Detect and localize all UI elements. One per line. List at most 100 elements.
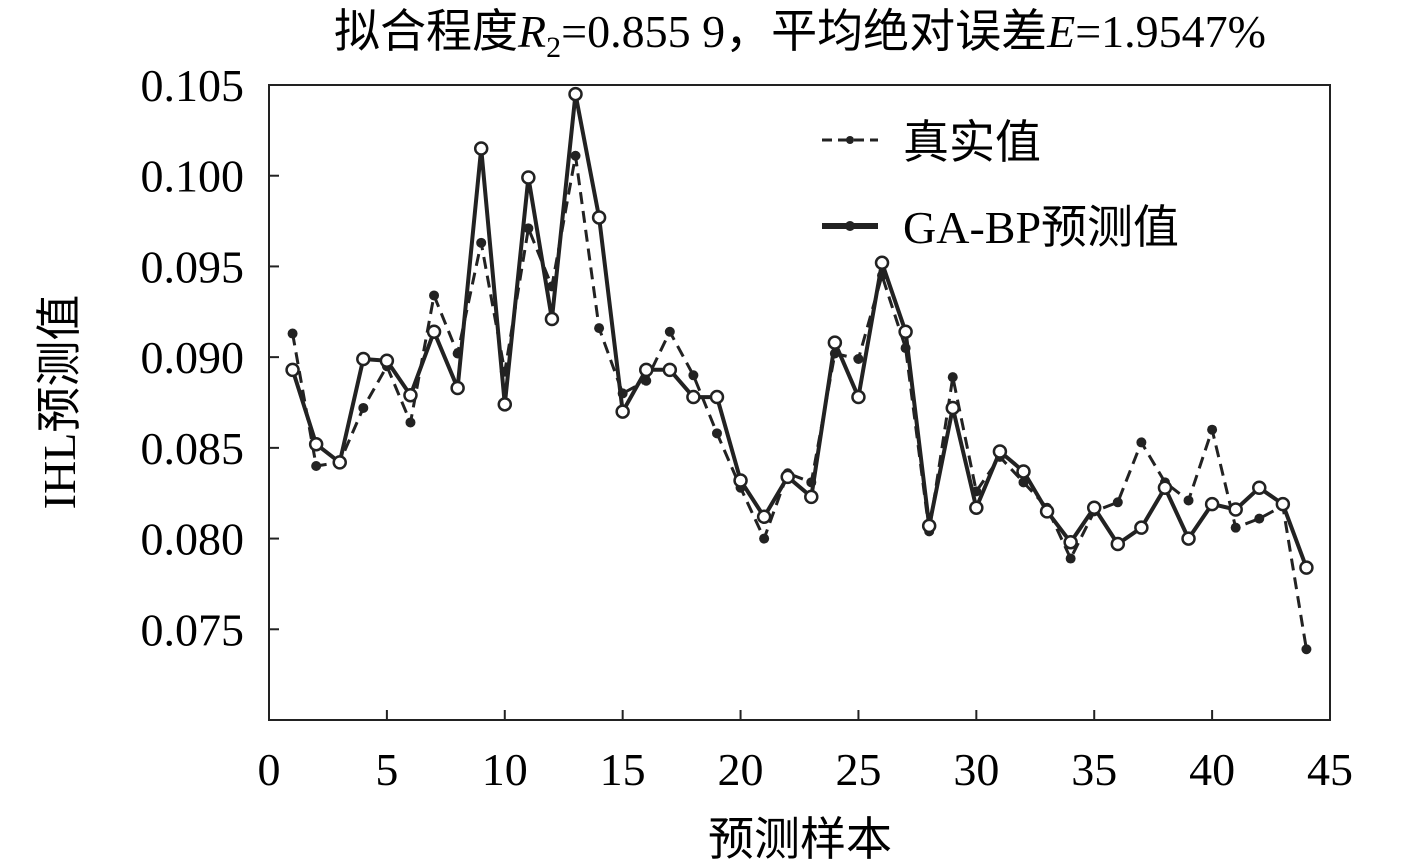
data-point-actual — [688, 370, 699, 381]
data-point-predicted — [851, 389, 866, 405]
data-point-actual — [1230, 522, 1241, 533]
legend-label-predicted: GA-BP预测值 — [903, 202, 1179, 253]
x-tick-label: 30 — [953, 744, 999, 795]
data-point-actual — [476, 237, 487, 248]
data-point-predicted — [1181, 531, 1196, 546]
data-point-predicted — [686, 389, 701, 405]
data-point-predicted — [308, 436, 324, 452]
data-point-actual — [664, 326, 675, 337]
title-part3: =1.9547% — [1075, 6, 1266, 57]
data-point-predicted — [921, 518, 937, 534]
x-tick-label: 35 — [1071, 744, 1117, 795]
data-point-predicted — [969, 500, 984, 515]
x-tick-label: 25 — [835, 744, 881, 795]
data-point-predicted — [332, 455, 347, 470]
data-point-predicted — [568, 86, 583, 102]
legend-label-actual: 真实值 — [903, 117, 1041, 168]
y-tick-label: 0.085 — [141, 423, 245, 474]
data-point-predicted — [898, 324, 913, 339]
data-point-predicted — [497, 397, 513, 412]
plot-area-frame — [268, 84, 1331, 721]
title-part1: 拟合程度 — [334, 6, 518, 57]
data-point-actual — [570, 150, 581, 161]
legend-marker-predicted — [845, 221, 855, 231]
data-point-actual — [594, 323, 605, 334]
title-r-subscript: 2 — [546, 31, 561, 64]
series-line-predicted — [290, 92, 1309, 569]
data-point-actual — [405, 417, 416, 428]
series-1 — [285, 86, 1314, 575]
data-point-predicted — [285, 362, 300, 378]
data-point-predicted — [473, 141, 489, 156]
data-point-actual — [1183, 495, 1194, 506]
data-point-predicted — [591, 210, 607, 225]
data-point-actual — [853, 353, 864, 364]
data-point-predicted — [1275, 496, 1291, 512]
data-point-predicted — [379, 353, 395, 369]
data-point-predicted — [1204, 496, 1220, 512]
y-tick-label: 0.095 — [141, 241, 245, 292]
x-tick-label: 10 — [482, 744, 528, 795]
data-point-predicted — [638, 362, 654, 378]
data-point-predicted — [615, 404, 630, 419]
data-point-predicted — [733, 473, 748, 488]
x-tick-label: 5 — [375, 744, 398, 795]
data-point-actual — [1065, 553, 1076, 564]
data-point-actual — [1136, 437, 1147, 448]
y-tick-label: 0.105 — [141, 60, 245, 111]
title-r-symbol: R — [517, 6, 546, 57]
y-axis-label: IHL预测值 — [34, 295, 85, 510]
data-point-predicted — [874, 255, 890, 271]
x-axis-label: 预测样本 — [708, 814, 892, 865]
data-point-actual — [1018, 477, 1029, 488]
data-point-predicted — [662, 362, 678, 378]
data-point-predicted — [403, 387, 418, 403]
data-point-actual — [947, 372, 958, 383]
data-point-predicted — [780, 469, 795, 485]
y-tick-label: 0.100 — [141, 151, 245, 202]
y-tick-label: 0.075 — [141, 604, 245, 655]
data-point-predicted — [827, 335, 843, 350]
data-point-predicted — [1157, 480, 1173, 496]
chart-title: 拟合程度R2=0.855 9，平均绝对误差E=1.9547% — [334, 6, 1266, 64]
data-point-actual — [1301, 644, 1312, 655]
data-point-predicted — [521, 170, 536, 185]
data-point-predicted — [1228, 502, 1243, 517]
data-point-actual — [1254, 513, 1265, 524]
x-tick-label: 20 — [718, 744, 764, 795]
x-tick-label: 45 — [1307, 744, 1353, 795]
data-point-predicted — [1110, 536, 1126, 552]
data-point-actual — [429, 290, 440, 301]
data-point-actual — [358, 402, 369, 413]
y-tick-label: 0.080 — [141, 514, 245, 565]
data-point-predicted — [1134, 520, 1149, 535]
data-point-predicted — [450, 380, 465, 396]
data-point-predicted — [992, 444, 1008, 459]
data-point-actual — [311, 461, 322, 471]
y-axis-ticks: 0.075 0.080 0.085 0.090 0.095 0.100 0.105 — [141, 60, 279, 655]
x-axis-ticks: 0 5 10 15 20 25 30 35 40 45 — [258, 710, 1353, 795]
data-point-predicted — [1039, 504, 1055, 519]
data-point-predicted — [1252, 480, 1267, 496]
data-point-actual — [711, 428, 722, 439]
series-layer — [285, 86, 1314, 655]
data-point-actual — [759, 533, 770, 544]
x-tick-label: 40 — [1189, 744, 1235, 795]
title-part2: =0.855 9，平均绝对误差 — [561, 6, 1047, 57]
x-tick-label: 15 — [600, 744, 646, 795]
data-point-actual — [287, 328, 298, 339]
data-point-predicted — [1299, 560, 1314, 575]
data-point-predicted — [544, 311, 560, 327]
x-tick-label: 0 — [258, 744, 281, 795]
data-point-actual — [1112, 497, 1123, 508]
legend-marker-actual — [846, 136, 854, 144]
y-tick-label: 0.090 — [141, 332, 245, 383]
data-point-predicted — [1063, 534, 1078, 550]
data-point-actual — [523, 223, 534, 234]
data-point-predicted — [804, 489, 819, 505]
legend: 真实值 GA-BP预测值 — [822, 117, 1179, 253]
data-point-predicted — [1016, 464, 1031, 479]
data-point-predicted — [426, 324, 442, 339]
data-point-predicted — [1086, 500, 1102, 515]
